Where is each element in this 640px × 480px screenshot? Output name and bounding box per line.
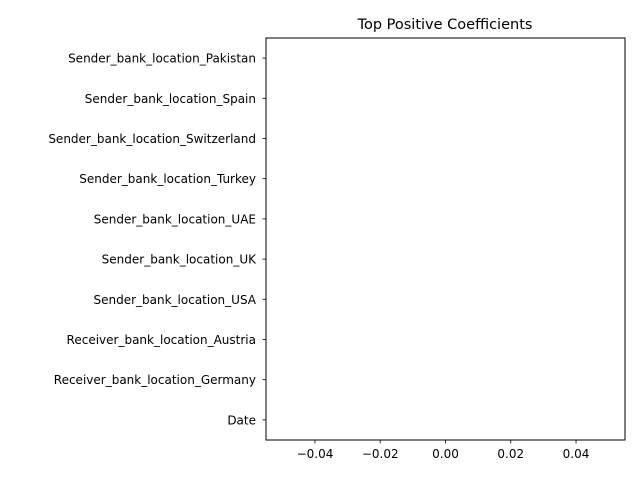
y-tick-label: Receiver_bank_location_Austria <box>67 333 256 347</box>
plot-frame <box>265 37 626 441</box>
y-tick-label: Sender_bank_location_Pakistan <box>68 52 256 66</box>
chart-title: Top Positive Coefficients <box>357 17 533 33</box>
y-tick-label: Date <box>227 413 256 427</box>
x-tick-label: −0.02 <box>362 447 399 461</box>
y-tick-label: Sender_bank_location_Switzerland <box>48 132 256 146</box>
y-tick-label: Sender_bank_location_Turkey <box>79 172 256 186</box>
x-tick-label: 0.02 <box>497 447 524 461</box>
x-axis: −0.04 −0.02 0.00 0.02 0.04 <box>297 440 590 461</box>
x-tick-label: 0.04 <box>563 447 590 461</box>
y-tick-label: Sender_bank_location_UAE <box>94 212 256 226</box>
y-axis: Sender_bank_location_Pakistan Sender_bank… <box>48 52 266 427</box>
y-tick-label: Sender_bank_location_UK <box>102 253 257 267</box>
y-tick-label: Sender_bank_location_Spain <box>85 92 256 106</box>
y-tick-label: Receiver_bank_location_Germany <box>54 373 256 387</box>
y-tick-label: Sender_bank_location_USA <box>93 293 256 307</box>
x-tick-label: 0.00 <box>432 447 459 461</box>
x-tick-label: −0.04 <box>297 447 334 461</box>
